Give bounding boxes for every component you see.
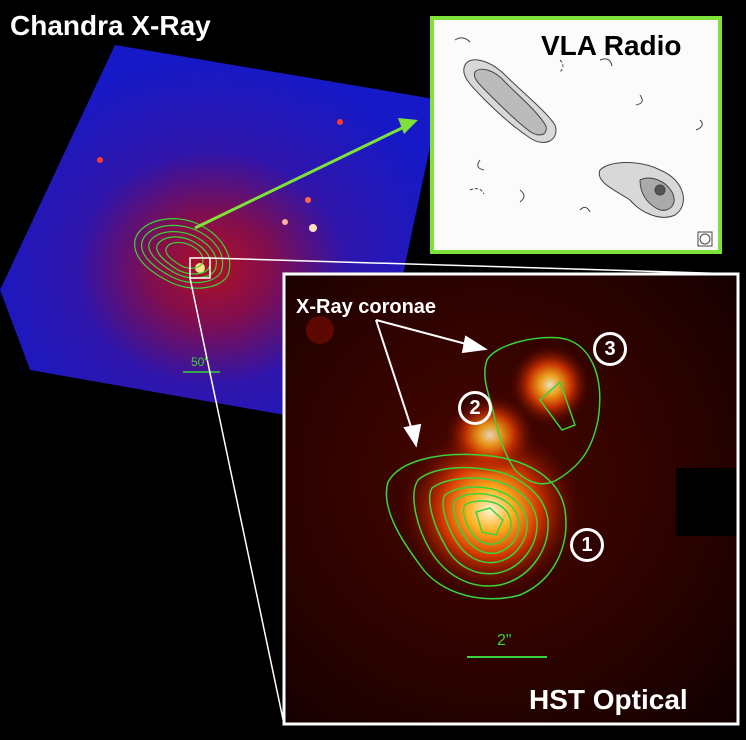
coronae-arrows [375,319,488,448]
marker-2: 2 [458,391,492,425]
marker-3: 3 [593,332,627,366]
vla-title: VLA Radio [541,30,682,61]
zoom-box [189,257,211,279]
coronae-label: X-Ray coronae [296,296,437,318]
zoom-lines [189,257,739,725]
chandra-scale-label: 50" [191,355,209,369]
hst-title: HST Optical [529,684,688,715]
hst-scale-label: 2" [497,632,512,649]
marker-1: 1 [570,528,604,562]
hst-optical-panel [282,272,740,726]
xray-contours [134,218,231,289]
hst-contours [385,336,601,600]
vla-radio-panel [430,16,722,254]
chandra-title: Chandra X-Ray [10,10,211,41]
vla-pointer-arrow [194,118,418,230]
